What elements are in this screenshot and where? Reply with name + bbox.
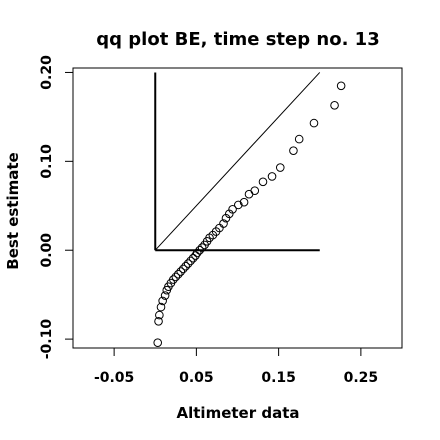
y-axis: -0.10 0.00 0.10 0.20 xyxy=(39,55,74,360)
data-point xyxy=(258,177,268,187)
x-tick-label: 0.15 xyxy=(261,370,296,386)
data-point xyxy=(294,134,304,144)
data-point xyxy=(267,172,277,181)
data-point xyxy=(156,302,166,312)
data-point xyxy=(330,101,339,110)
data-point xyxy=(183,259,193,268)
y-tick-label: 0.20 xyxy=(39,55,55,90)
data-point xyxy=(195,245,204,255)
data-point xyxy=(176,267,186,276)
x-tick-label: -0.05 xyxy=(94,370,134,386)
y-tick-label: 0.00 xyxy=(39,233,55,268)
y-axis-label: Best estimate xyxy=(4,152,22,269)
data-point xyxy=(197,243,207,252)
data-point xyxy=(178,264,188,274)
data-point xyxy=(169,275,178,284)
data-point xyxy=(336,81,346,91)
data-point xyxy=(181,261,190,271)
x-axis: -0.05 0.05 0.15 0.25 xyxy=(94,347,379,386)
data-point xyxy=(192,248,202,258)
data-point xyxy=(173,269,183,279)
data-points xyxy=(153,81,346,347)
data-point xyxy=(309,118,319,128)
data-point xyxy=(239,197,249,207)
data-point xyxy=(289,146,298,155)
data-point xyxy=(153,338,163,347)
plot-frame xyxy=(72,67,403,349)
data-point xyxy=(155,310,164,320)
x-tick-label: 0.05 xyxy=(179,370,214,386)
data-point xyxy=(171,272,181,282)
data-point xyxy=(188,253,198,263)
data-point xyxy=(275,163,285,172)
reference-line xyxy=(154,72,321,251)
data-point xyxy=(234,200,243,210)
data-point xyxy=(219,219,228,228)
chart-title: qq plot BE, time step no. 13 xyxy=(96,29,379,50)
data-point xyxy=(191,251,200,260)
data-point xyxy=(160,291,170,300)
x-axis-label: Altimeter data xyxy=(177,404,300,422)
y-tick-label: -0.10 xyxy=(39,319,55,360)
data-point xyxy=(154,317,163,326)
data-point xyxy=(228,205,237,214)
data-point xyxy=(250,186,260,195)
reference-lines xyxy=(154,72,321,252)
data-point xyxy=(244,189,254,199)
x-tick-label: 0.25 xyxy=(344,370,379,386)
data-point xyxy=(158,296,167,306)
y-tick-label: 0.10 xyxy=(39,144,55,179)
data-point xyxy=(186,256,195,266)
